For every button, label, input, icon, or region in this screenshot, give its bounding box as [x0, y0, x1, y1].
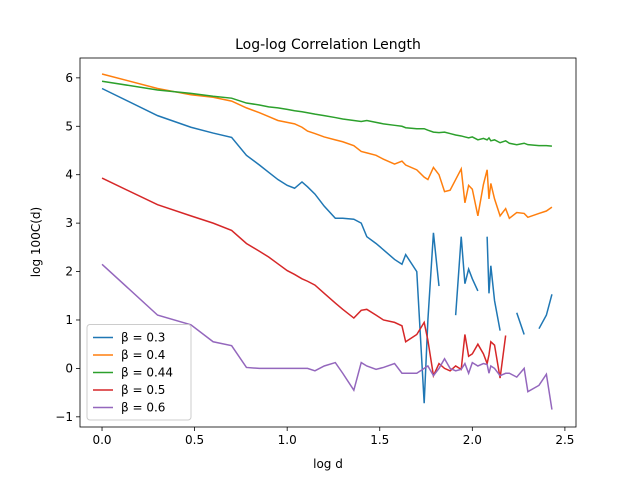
y-tick-label: 3	[65, 216, 73, 230]
legend-box	[86, 324, 192, 421]
series-line	[101, 80, 552, 147]
legend-label: β = 0.5	[121, 383, 165, 397]
x-tick-label: 2.0	[463, 433, 482, 447]
legend-label: β = 0.4	[121, 348, 165, 362]
y-tick-label: 0	[65, 361, 73, 375]
legend: β = 0.3 β = 0.4 β = 0.44 β = 0.5 β = 0.6	[86, 324, 192, 421]
series-line	[101, 177, 507, 379]
series-line	[101, 263, 553, 410]
x-tick-label: 0.5	[185, 433, 204, 447]
y-tick-label: 4	[65, 168, 73, 182]
x-tick-label: 1.5	[370, 433, 389, 447]
x-tick-label: 0.0	[92, 433, 111, 447]
plot-frame	[79, 57, 577, 428]
series-line	[101, 87, 553, 404]
legend-label: β = 0.6	[121, 401, 165, 415]
y-tick-label: 1	[65, 313, 73, 327]
chart-title: Log-log Correlation Length	[235, 37, 421, 53]
legend-label: β = 0.44	[121, 366, 173, 380]
series-line	[101, 73, 553, 220]
y-axis-label: log 100C(d)	[29, 207, 43, 277]
y-tick-label: 2	[65, 265, 73, 279]
x-axis-label: log d	[313, 457, 343, 471]
x-tick-label: 2.5	[555, 433, 574, 447]
legend-label: β = 0.3	[121, 331, 165, 345]
y-tick-label: 6	[65, 71, 73, 85]
x-tick-label: 1.0	[278, 433, 297, 447]
y-tick-label: −1	[55, 410, 73, 424]
y-tick-label: 5	[65, 119, 73, 133]
